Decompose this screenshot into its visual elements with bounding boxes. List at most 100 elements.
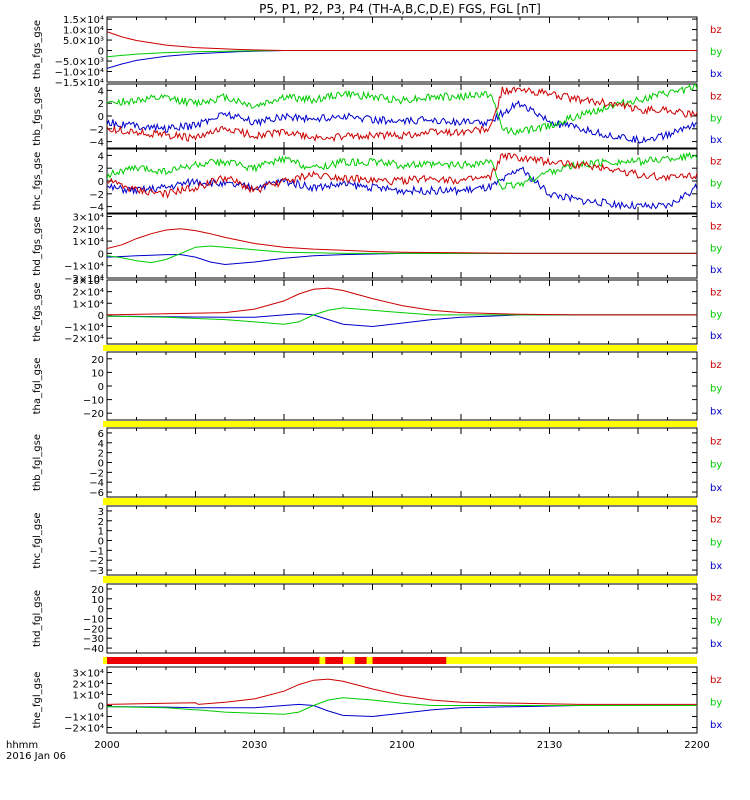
panel-thc_fgs_gse: 4 2 0 −2 −4 thc_fgs_gse bz by bx (32, 148, 722, 214)
panel-tha_fgs_gse: 1.5×10⁴1.0×10⁴5.0×10³0−5.0×10³−1.0×10⁴−1… (32, 15, 722, 89)
y-tick-label: 10 (91, 368, 104, 379)
legend-by: by (710, 178, 722, 189)
y-tick-label: 4 (98, 439, 104, 450)
x-tick-label: 2030 (242, 740, 267, 751)
y-tick-label: 0 (98, 249, 104, 260)
series-bx (107, 166, 697, 211)
series-bz (107, 31, 697, 51)
legend-by: by (710, 460, 722, 471)
legend-bx: bx (710, 639, 722, 650)
y-tick-label: −1.5×10⁴ (55, 78, 104, 89)
y-tick-label: 2×10⁴ (73, 225, 104, 236)
flag-segment-red (107, 657, 320, 664)
x-tick-label: 2100 (389, 740, 414, 751)
panel-frame (106, 666, 698, 734)
legend-bx: bx (710, 69, 722, 80)
series-bx (107, 313, 697, 328)
flag-bar (103, 498, 697, 505)
panel-frame (106, 213, 698, 279)
series-by (107, 697, 697, 715)
y-tick-label: 20 (91, 585, 104, 596)
y-tick-label: 4 (98, 151, 104, 162)
y-tick-label: −4 (89, 478, 104, 489)
series-bz (107, 678, 697, 705)
panel-frame (106, 279, 698, 345)
y-tick-label: 0 (98, 311, 104, 322)
legend-by: by (710, 309, 722, 320)
y-tick-label: −2 (89, 468, 104, 479)
y-tick-label: 3×10⁴ (73, 212, 104, 223)
y-tick-label: −1 (89, 546, 104, 557)
y-axis-label: thd_fgs_gse (32, 216, 43, 275)
y-tick-label: −4 (89, 138, 104, 149)
legend-bx: bx (710, 720, 722, 731)
y-tick-label: −2×10⁴ (64, 274, 104, 285)
legend-bx: bx (710, 331, 722, 342)
time-axis: 2000 2030 2100 2130 2200 (94, 740, 709, 751)
y-tick-label: −3 (89, 566, 104, 577)
legend-bx: bx (710, 483, 722, 494)
y-axis-label: the_fgs_gse (32, 282, 43, 341)
panels: 1.5×10⁴1.0×10⁴5.0×10³0−5.0×10³−1.0×10⁴−1… (32, 15, 722, 734)
y-tick-label: 1.5×10⁴ (63, 15, 104, 26)
y-axis-label: thc_fgs_gse (32, 152, 43, 211)
flag-bar (103, 576, 697, 583)
y-tick-label: −40 (83, 644, 104, 655)
y-tick-label: −1×10⁴ (64, 262, 104, 273)
panel-frame (106, 505, 698, 576)
flag-segment-red (372, 657, 447, 664)
date-label: 2016 Jan 06 (6, 751, 66, 762)
series-bx (107, 703, 697, 718)
y-tick-label: 1 (98, 527, 104, 538)
y-tick-label: 2 (98, 449, 104, 460)
legend-bz: bz (710, 360, 722, 371)
panel-frame (106, 351, 698, 421)
flag-segment-red (325, 657, 343, 664)
y-tick-label: −2×10⁴ (64, 334, 104, 345)
y-tick-label: −4 (89, 203, 104, 214)
y-tick-label: 0 (98, 702, 104, 713)
y-tick-label: 0 (98, 47, 104, 58)
y-tick-label: 0 (98, 382, 104, 393)
legend-by: by (710, 616, 722, 627)
y-tick-label: −2×10⁴ (64, 724, 104, 735)
series-bz (107, 86, 697, 143)
legend-bz: bz (710, 25, 722, 36)
flag-bars (103, 345, 697, 664)
y-tick-label: −2 (89, 190, 104, 201)
series-bz (107, 152, 697, 199)
y-tick-label: 2 (98, 164, 104, 175)
y-tick-label: 1×10⁴ (73, 691, 104, 702)
y-tick-label: −1×10⁴ (64, 713, 104, 724)
flag-bar (103, 345, 697, 351)
legend-bx: bx (710, 200, 722, 211)
y-axis-label: thc_fgl_gse (32, 512, 43, 568)
y-tick-label: 2 (98, 517, 104, 528)
y-tick-label: 2×10⁴ (73, 680, 104, 691)
legend-bz: bz (710, 675, 722, 686)
y-tick-label: −1×10⁴ (64, 323, 104, 334)
legend-by: by (710, 113, 722, 124)
legend-bx: bx (710, 561, 722, 572)
y-tick-label: 2×10⁴ (73, 288, 104, 299)
legend-bz: bz (710, 514, 722, 525)
legend-bx: bx (710, 265, 722, 276)
y-tick-label: 5.0×10³ (63, 36, 104, 47)
series-by (107, 151, 697, 191)
y-axis-label: thd_fgl_gse (32, 590, 43, 647)
y-tick-label: −2 (89, 556, 104, 567)
y-tick-label: −20 (83, 409, 104, 420)
y-axis-label: thb_fgl_gse (32, 434, 43, 491)
y-tick-label: −20 (83, 624, 104, 635)
series-bx (107, 100, 697, 144)
y-tick-label: 0 (98, 459, 104, 470)
panel-thb_fgs_gse: 4 2 0 −2 −4 thb_fgs_gse bz by bx (32, 83, 722, 149)
legend-by: by (710, 383, 722, 394)
series-by (107, 307, 697, 325)
flag-segment-red (354, 657, 367, 664)
y-tick-label: 2 (98, 99, 104, 110)
